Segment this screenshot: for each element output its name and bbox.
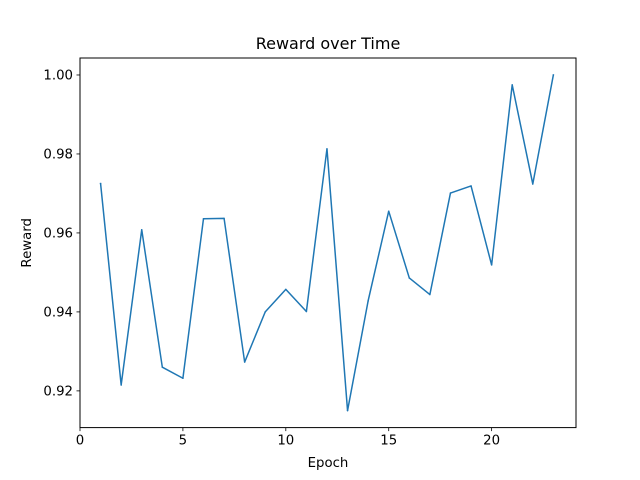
plot-area <box>99 74 555 412</box>
x-tick-label: 15 <box>380 434 397 449</box>
x-axis-label: Epoch <box>308 456 349 471</box>
data-point <box>305 310 308 313</box>
data-point <box>429 293 431 296</box>
y-tick-label: 0.92 <box>43 385 73 400</box>
y-tick-label: 0.96 <box>43 227 73 242</box>
data-point <box>346 409 349 412</box>
data-point <box>532 183 534 185</box>
data-point <box>449 192 452 194</box>
data-point <box>470 185 472 187</box>
x-tick-label: 20 <box>483 434 500 449</box>
data-point <box>367 300 369 302</box>
data-point <box>99 182 102 185</box>
data-point <box>511 84 513 86</box>
x-axis: 0 5 10 15 20 <box>76 427 500 449</box>
data-point <box>202 217 205 220</box>
data-point <box>387 210 390 212</box>
data-point <box>140 229 143 231</box>
x-tick-label: 10 <box>277 434 294 449</box>
data-point <box>408 277 411 279</box>
data-point <box>552 74 555 76</box>
x-tick-label: 5 <box>179 434 187 449</box>
y-tick-label: 0.94 <box>43 306 73 321</box>
data-point <box>223 217 225 220</box>
y-tick-label: 0.98 <box>43 148 73 163</box>
y-axis: 0.92 0.94 0.96 0.98 1.00 <box>43 69 80 400</box>
data-point <box>243 361 246 363</box>
data-point <box>490 264 493 266</box>
data-point <box>161 366 164 368</box>
y-tick-label: 1.00 <box>43 69 73 84</box>
chart-title: Reward over Time <box>256 34 401 53</box>
y-axis-label: Reward <box>20 218 35 268</box>
data-point <box>182 377 184 379</box>
data-point <box>120 384 122 386</box>
data-point <box>285 288 287 291</box>
data-point <box>326 148 328 150</box>
data-point <box>264 311 266 313</box>
x-tick-label: 0 <box>76 434 84 449</box>
axes-frame <box>79 57 577 429</box>
